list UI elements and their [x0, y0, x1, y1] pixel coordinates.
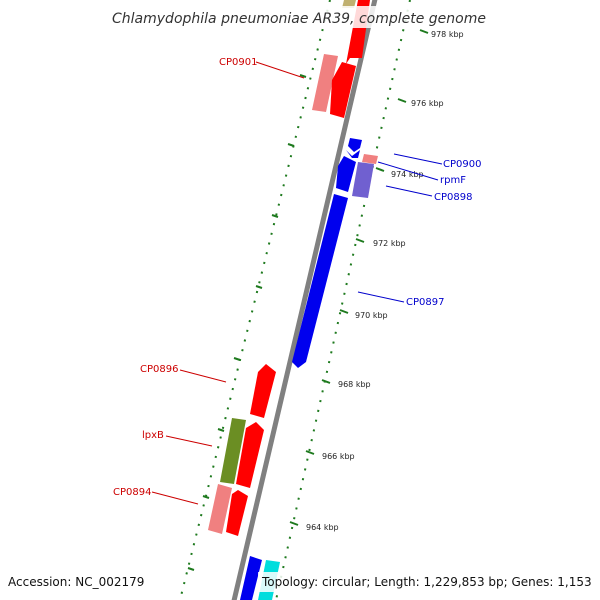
- gene-cp0901-pink: [312, 54, 338, 112]
- gene-lpxb-green: [220, 418, 246, 484]
- kbp-label: 976 kbp: [411, 99, 444, 108]
- gene-label-lpxb: lpxB: [142, 430, 164, 441]
- kbp-label: 968 kbp: [338, 380, 371, 389]
- gene-cp0894-pink: [208, 484, 232, 534]
- gene-bottom-blue: [240, 556, 262, 600]
- gene-label-cp0894: CP0894: [113, 487, 151, 498]
- map-title: Chlamydophila pneumoniae AR39, complete …: [112, 11, 486, 27]
- kbp-label: 974 kbp: [391, 170, 424, 179]
- gene-red-low: [226, 490, 248, 536]
- gene-label-rpmf: rpmF: [440, 175, 466, 186]
- accession-text: Accession: NC_002179: [8, 575, 144, 589]
- kbp-label: 966 kbp: [322, 452, 355, 461]
- genome-backbone: [231, 0, 378, 600]
- gene-cp0898-purple: [352, 162, 374, 198]
- gene-rpmf-pink: [362, 154, 378, 164]
- gene-cp0901-red: [330, 62, 356, 118]
- gene-small-blue-top: [348, 138, 362, 152]
- footer-backdrop-left: [4, 572, 154, 592]
- gene-cp0897-blue: [292, 194, 348, 368]
- topology-text: Topology: circular; Length: 1,229,853 bp…: [261, 575, 592, 589]
- gene-label-cp0898: CP0898: [434, 192, 472, 203]
- gene-callouts: [151, 61, 443, 505]
- kbp-label: 972 kbp: [373, 239, 406, 248]
- gene-cp0900-blue: [346, 150, 360, 158]
- gene-cp0896-red: [250, 364, 276, 418]
- footer-backdrop-right: [258, 572, 596, 592]
- left-major-ticks: [187, 74, 307, 571]
- title-backdrop: [112, 6, 488, 28]
- gene-label-cp0896: CP0896: [140, 364, 178, 375]
- gene-label-cp0900: CP0900: [443, 159, 481, 170]
- kbp-label: 964 kbp: [306, 523, 339, 532]
- gene-blue-arrow: [336, 156, 356, 192]
- gene-label-cp0897: CP0897: [406, 297, 444, 308]
- kbp-label: 970 kbp: [355, 311, 388, 320]
- kbp-label: 978 kbp: [431, 30, 464, 39]
- major-ticks: [289, 29, 429, 526]
- gene-label-cp0901: CP0901: [219, 57, 257, 68]
- gene-red-mid: [236, 422, 264, 488]
